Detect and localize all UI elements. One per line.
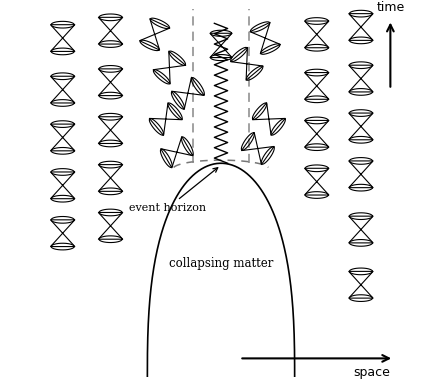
Text: collapsing matter: collapsing matter <box>169 257 273 270</box>
Text: time: time <box>376 1 404 14</box>
Text: space: space <box>354 366 390 379</box>
Text: event horizon: event horizon <box>129 168 218 213</box>
